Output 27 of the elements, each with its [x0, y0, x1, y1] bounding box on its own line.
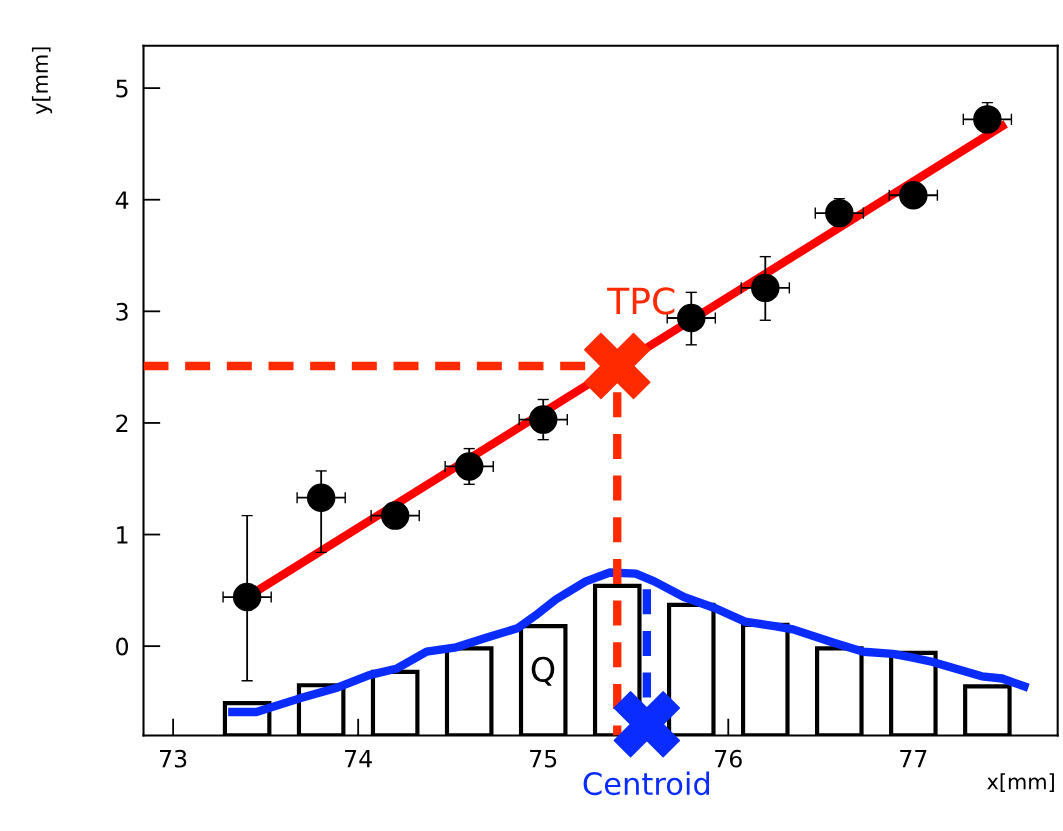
y-tick-label: 4: [115, 191, 129, 209]
x-tick-label: 73: [160, 749, 187, 768]
point: [232, 582, 262, 612]
point: [825, 198, 854, 228]
x-tick-label: 76: [715, 749, 742, 768]
point: [380, 501, 410, 530]
annotation: TPC: [607, 287, 675, 315]
y-tick-label: 5: [116, 79, 128, 98]
point: [751, 273, 780, 303]
point: [528, 405, 558, 434]
point: [899, 181, 928, 210]
y-tick-label: 0: [116, 637, 129, 656]
x-tick-label: 77: [900, 750, 927, 768]
point: [613, 691, 681, 758]
point: [583, 332, 651, 400]
y-tick-label: 3: [116, 302, 128, 321]
point: [677, 303, 706, 333]
y-tick-label: 1: [117, 526, 128, 544]
point: [306, 483, 336, 512]
point: [454, 452, 484, 481]
x-axis-title: x[mm]: [987, 773, 1054, 792]
x-tick-label: 74: [345, 750, 372, 768]
y-axis-title: y[mm]: [31, 47, 53, 115]
annotation: Centroid: [583, 771, 710, 796]
x-tick-label: 75: [530, 750, 557, 768]
annotation: Q: [531, 656, 555, 686]
y-tick-label: 2: [116, 414, 128, 432]
